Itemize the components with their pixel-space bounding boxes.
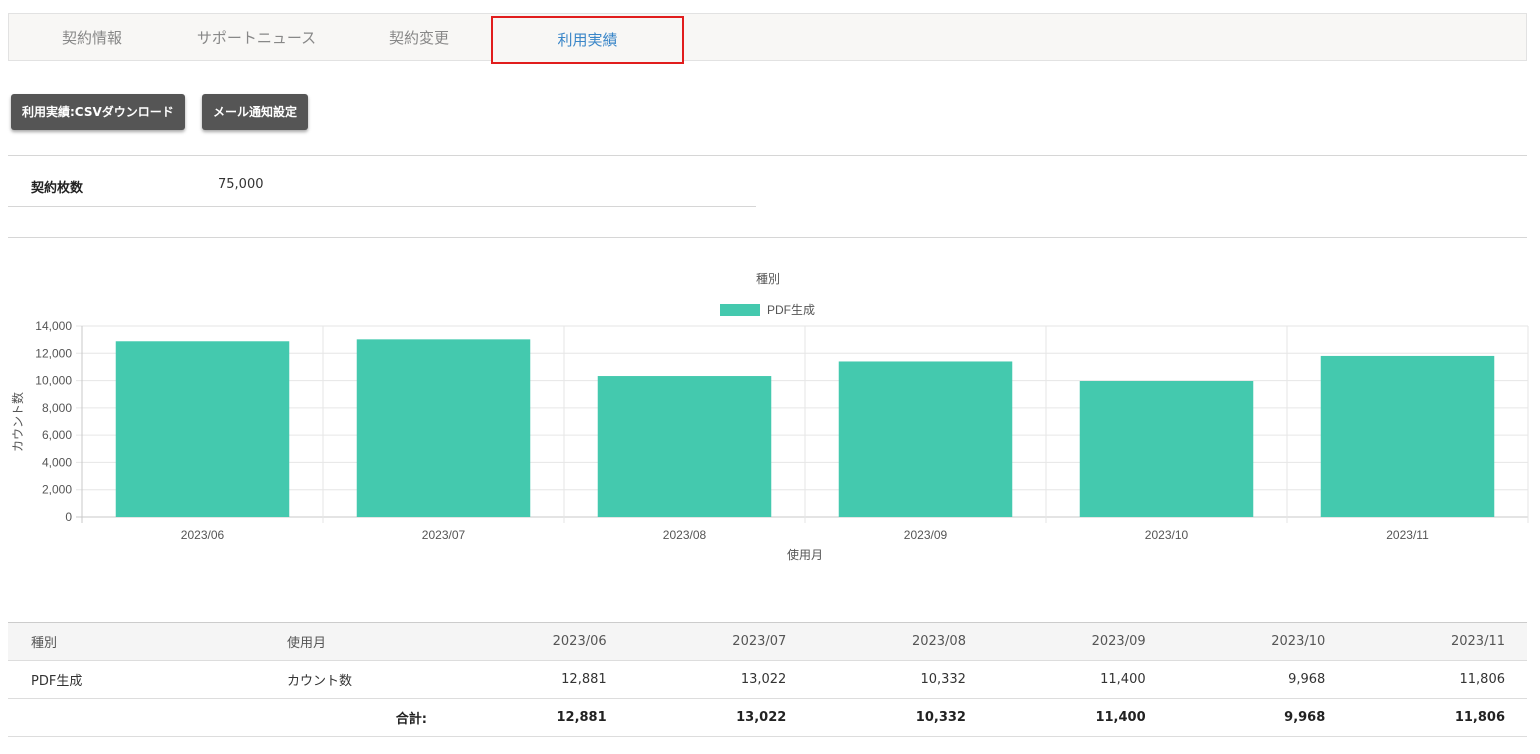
y-tick-label: 2,000 [42,483,72,497]
cell-value: 13,022 [628,660,809,699]
contract-count-value: 75,000 [218,177,264,192]
y-tick-label: 12,000 [35,346,72,360]
bar[interactable] [115,341,290,517]
total-value: 9,968 [1167,698,1348,737]
x-tick-label: 2023/10 [1145,528,1189,542]
cell-value: 10,332 [808,660,988,699]
total-label: 合計: [287,698,449,737]
divider [8,237,1527,238]
x-axis-ticks: 2023/06 2023/07 2023/08 2023/09 2023/10 2023/… [181,528,1429,542]
tab-contract-change[interactable]: 契約変更 [388,29,449,47]
y-axis-ticks: 0 2,000 4,000 6,000 8,000 10,000 12,000 14,000 [35,319,72,524]
y-tick-label: 0 [65,510,72,524]
y-tick-label: 10,000 [35,374,72,388]
cell-value: 12,881 [449,660,629,699]
csv-download-button[interactable]: 利用実績:CSVダウンロード [11,94,185,130]
tab-usage-results[interactable]: 利用実績 [491,16,684,64]
bar[interactable] [838,361,1013,517]
table-header-row: 種別 使用月 2023/06 2023/07 2023/08 2023/09 2… [8,622,1527,661]
total-value: 11,806 [1347,698,1527,737]
cell-value: 9,968 [1167,660,1348,699]
legend-label[interactable]: PDF生成 [767,303,815,317]
header-type: 種別 [8,622,287,661]
table-total-row: 合計: 12,881 13,022 10,332 11,400 9,968 11… [8,698,1527,737]
tab-bar: 契約情報 サポートニュース 契約変更 利用実績 [8,13,1527,64]
table-row: PDF生成 カウント数 12,881 13,022 10,332 11,400 … [8,660,1527,699]
y-tick-label: 14,000 [35,319,72,333]
bar[interactable] [597,376,772,517]
x-tick-label: 2023/08 [663,528,707,542]
divider [8,155,1527,156]
cell-empty [8,698,287,737]
usage-table: 種別 使用月 2023/06 2023/07 2023/08 2023/09 2… [8,622,1527,737]
header-col: 2023/06 [449,622,629,661]
chart-title: 種別 [756,272,780,286]
total-value: 10,332 [808,698,988,737]
header-col: 2023/11 [1347,622,1527,661]
header-col: 2023/09 [987,622,1168,661]
cell-value: 11,400 [987,660,1168,699]
header-month: 使用月 [287,622,449,661]
divider [8,206,756,207]
tab-contract-info[interactable]: 契約情報 [61,29,122,47]
bar[interactable] [356,339,531,517]
total-value: 13,022 [628,698,809,737]
x-tick-label: 2023/11 [1386,528,1429,542]
y-tick-label: 6,000 [42,428,72,442]
chart-grid [76,325,1529,523]
header-col: 2023/07 [628,622,809,661]
header-col: 2023/10 [1167,622,1348,661]
cell-value: 11,806 [1347,660,1527,699]
contract-count-label: 契約枚数 [31,181,84,196]
x-tick-label: 2023/09 [904,528,948,542]
x-tick-label: 2023/06 [181,528,225,542]
tab-support-news[interactable]: サポートニュース [196,29,317,47]
cell-month: カウント数 [287,660,449,699]
cell-type: PDF生成 [8,660,287,699]
y-tick-label: 8,000 [42,401,72,415]
total-value: 12,881 [449,698,629,737]
x-axis-label: 使用月 [787,547,823,562]
y-tick-label: 4,000 [42,455,72,469]
mail-settings-button[interactable]: メール通知設定 [202,94,309,130]
total-value: 11,400 [987,698,1168,737]
bar[interactable] [1320,355,1495,517]
y-axis-label: カウント数 [10,392,25,452]
chart-bars [115,339,1495,517]
header-col: 2023/08 [808,622,988,661]
bar[interactable] [1079,381,1254,517]
usage-bar-chart: 種別 PDF生成 2023/06 2023/07 2023/08 2023/09 202… [10,272,1529,562]
legend-swatch[interactable] [720,304,760,316]
x-tick-label: 2023/07 [422,528,466,542]
